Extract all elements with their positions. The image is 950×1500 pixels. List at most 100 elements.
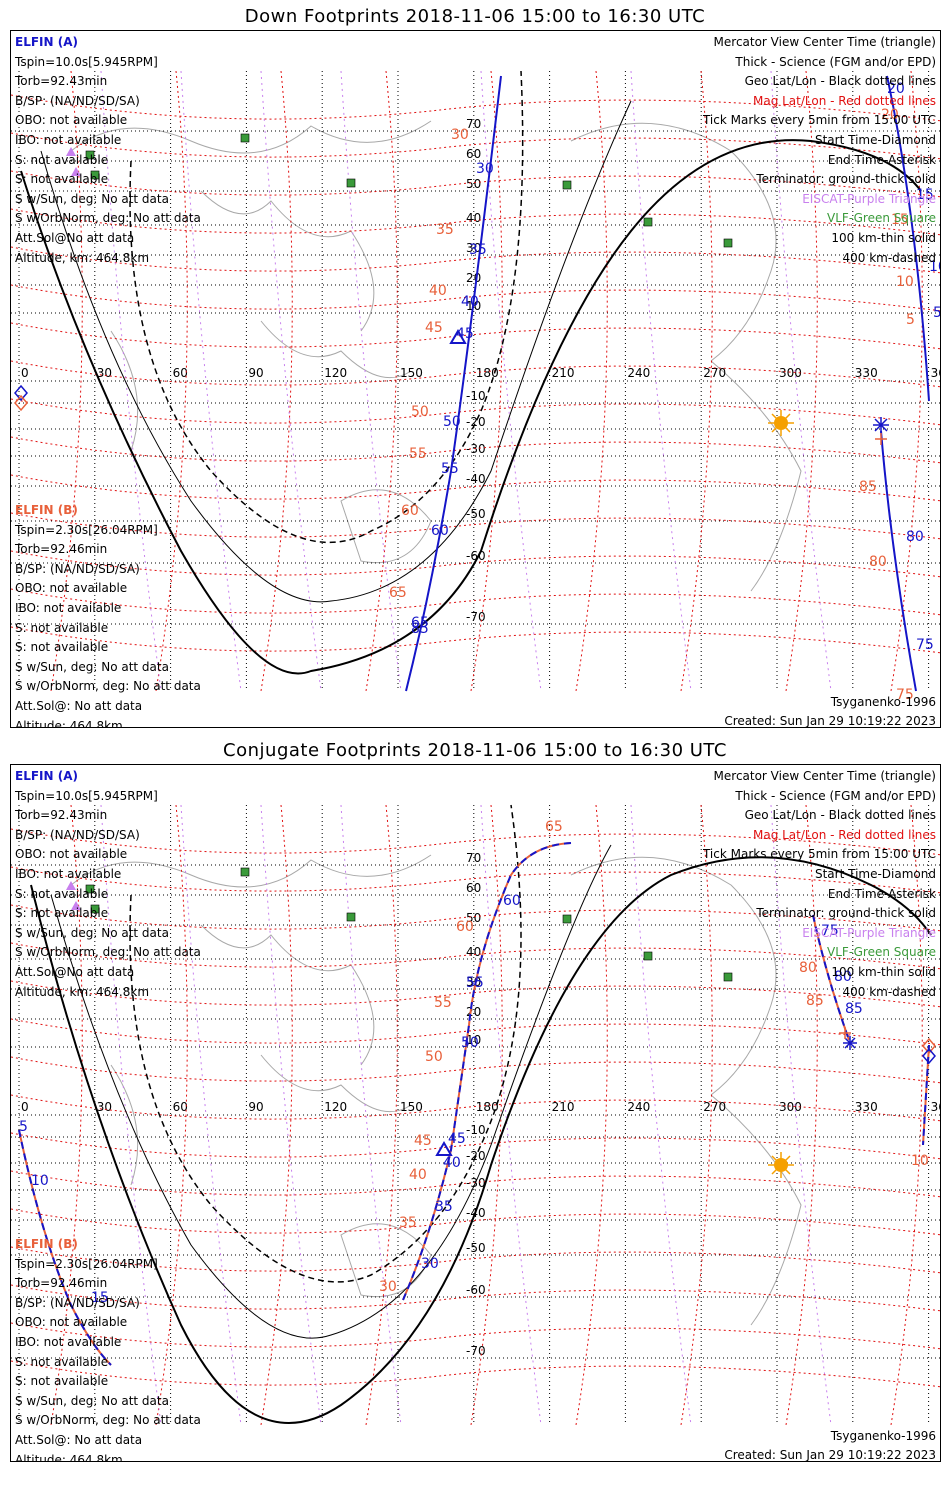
track-time-label: 60 [456,919,474,935]
eiscat-line [770,70,832,692]
mag-lon-line [680,804,713,1426]
legend: Mercator View Center Time (triangle) Thi… [703,767,936,1002]
mag-lat-line [11,942,940,970]
track-time-label: 80 [799,960,817,976]
legend-item: EISCAT-Purple Triangle [802,191,936,206]
conjugate-footprints-panel: 0306090120150180210240270300330360706050… [10,764,941,1462]
elfin-a-line: B/SP: (NA/ND/SD/SA) [15,827,140,842]
elfin-a-line: OBO: not available [15,113,128,128]
elfin-a-line: S w/Sun, deg: No att data [15,191,169,206]
legend-item: Tick Marks every 5min from 15:00 UTC [702,847,936,862]
track-time-label: 35 [399,1215,417,1231]
mag-lon-line [575,804,608,1426]
elfin-b-line: S: not available [15,620,109,635]
lat-tick-label: 60 [466,147,481,161]
track-time-label: 35 [435,1199,453,1215]
track-time-label: 50 [443,414,461,430]
down-title: Down Footprints 2018-11-06 15:00 to 16:3… [244,6,706,27]
track-time-label: 75 [821,923,839,939]
elfin-b-line: S: not available [15,1354,109,1369]
legend-item: Mag Lat/Lon - Red dotted lines [752,827,936,842]
lon-tick-label: 300 [779,366,802,380]
legend-item: End Time-Asterisk [827,152,936,167]
mag-lat-line [11,322,940,350]
lat-tick-label: 20 [466,1005,481,1019]
mag-lon-line [575,70,608,692]
legend-item: Start Time-Diamond [814,132,936,147]
track-time-label: 35 [436,222,454,238]
legend-item: Tick Marks every 5min from 15:00 UTC [702,113,936,128]
elfin-a-line: B/SP: (NA/ND/SD/SA) [15,93,140,108]
mag-lat-line [11,1322,940,1350]
elfin-b-name: ELFIN (B) [15,1237,78,1251]
legend-item: EISCAT-Purple Triangle [802,925,936,940]
mag-lat-line [11,246,940,274]
lon-tick-label: 150 [400,366,423,380]
eiscat-triangle-icon [71,167,81,176]
lon-tick-label: 90 [248,366,263,380]
lon-tick-label: 240 [627,366,650,380]
model-label: Tsyganenko-1996 [830,1429,936,1443]
lon-tick-label: 90 [248,1100,263,1114]
track-time-label: 15 [891,212,909,228]
track-time-label: 5 [906,312,915,328]
mag-lon-line [50,70,83,692]
track-time-label: 10 [31,1173,49,1189]
elfin-b-line: Altitude: 464.8km [15,1452,123,1462]
track-time-label: 45 [414,1133,432,1149]
legend-item: Thick - Science (FGM and/or EPD) [735,788,936,803]
elfin-b-line: Altitude: 464.8km [15,718,123,728]
lat-tick-label: -40 [466,472,486,486]
elfin-b-line: S w/Sun, deg: No att data [15,659,169,674]
legend-item: End Time-Asterisk [827,886,936,901]
vlf-square-icon [562,180,572,190]
lon-tick-label: 270 [703,1100,726,1114]
mag-lat-line [11,436,940,464]
mag-lat-line [11,284,940,312]
elfin-a-line: S w/OrbNorm, deg: No att data [15,945,201,960]
track-time-label: 50 [461,1035,479,1051]
lon-tick-label: 270 [703,366,726,380]
legend-item: Mercator View Center Time (triangle) [713,35,936,49]
elfin-b-line: Tspin=2.30s[26.04RPM] [15,1256,158,1271]
mag-lon-line [470,804,503,1426]
mag-lon-line [155,70,188,692]
start-diamond-icon [14,384,28,412]
track-time-label: 55 [441,461,459,477]
eiscat-triangle-icon [71,901,81,910]
conjugate-title: Conjugate Footprints 2018-11-06 15:00 to… [223,740,727,761]
elfin-b-line: S w/OrbNorm, deg: No att data [15,1413,201,1428]
mag-lat-line [11,1246,940,1274]
track-time-label: 15 [916,187,934,203]
track-time-label: 85 [859,479,877,495]
legend-item: 100 km-thin solid [831,964,936,979]
mag-lon-line [260,804,293,1426]
track-time-label: 85 [411,621,429,637]
track-time-label: 55 [466,975,484,991]
elfin-a-line: Altitude, km: 464.8km [15,250,150,265]
elfin-a-info: ELFIN (A) Tspin=10.0s[5.945RPM] Torb=92.… [15,33,201,268]
legend-item: Thick - Science (FGM and/or EPD) [735,54,936,69]
mag-lat-line [11,1056,940,1084]
eiscat-line [260,70,322,692]
mag-lon-line [785,70,818,692]
terminator-line [20,139,922,675]
mag-lat-line [11,980,940,1008]
track-time-label: 10 [896,274,914,290]
lon-tick-label: 60 [173,366,188,380]
eiscat-triangle-icon [66,147,76,156]
vlf-square-icon [643,951,653,961]
elfin-a-line: S w/OrbNorm, deg: No att data [15,211,201,226]
elfin-b-line: OBO: not available [15,581,128,596]
elfin-b-line: S w/OrbNorm, deg: No att data [15,679,201,694]
vlf-square-icon [723,972,733,982]
eiscat-line [100,70,162,692]
mag-lat-line [11,588,940,616]
lon-tick-label: 330 [855,366,878,380]
mag-lat-line [11,170,940,198]
vlf-square-icon [90,904,100,914]
mag-lat-line [11,94,940,122]
mag-lat-line [11,1132,940,1160]
legend-item: Terminator: ground-thick solid [756,172,936,187]
lon-tick-label: 210 [552,366,575,380]
